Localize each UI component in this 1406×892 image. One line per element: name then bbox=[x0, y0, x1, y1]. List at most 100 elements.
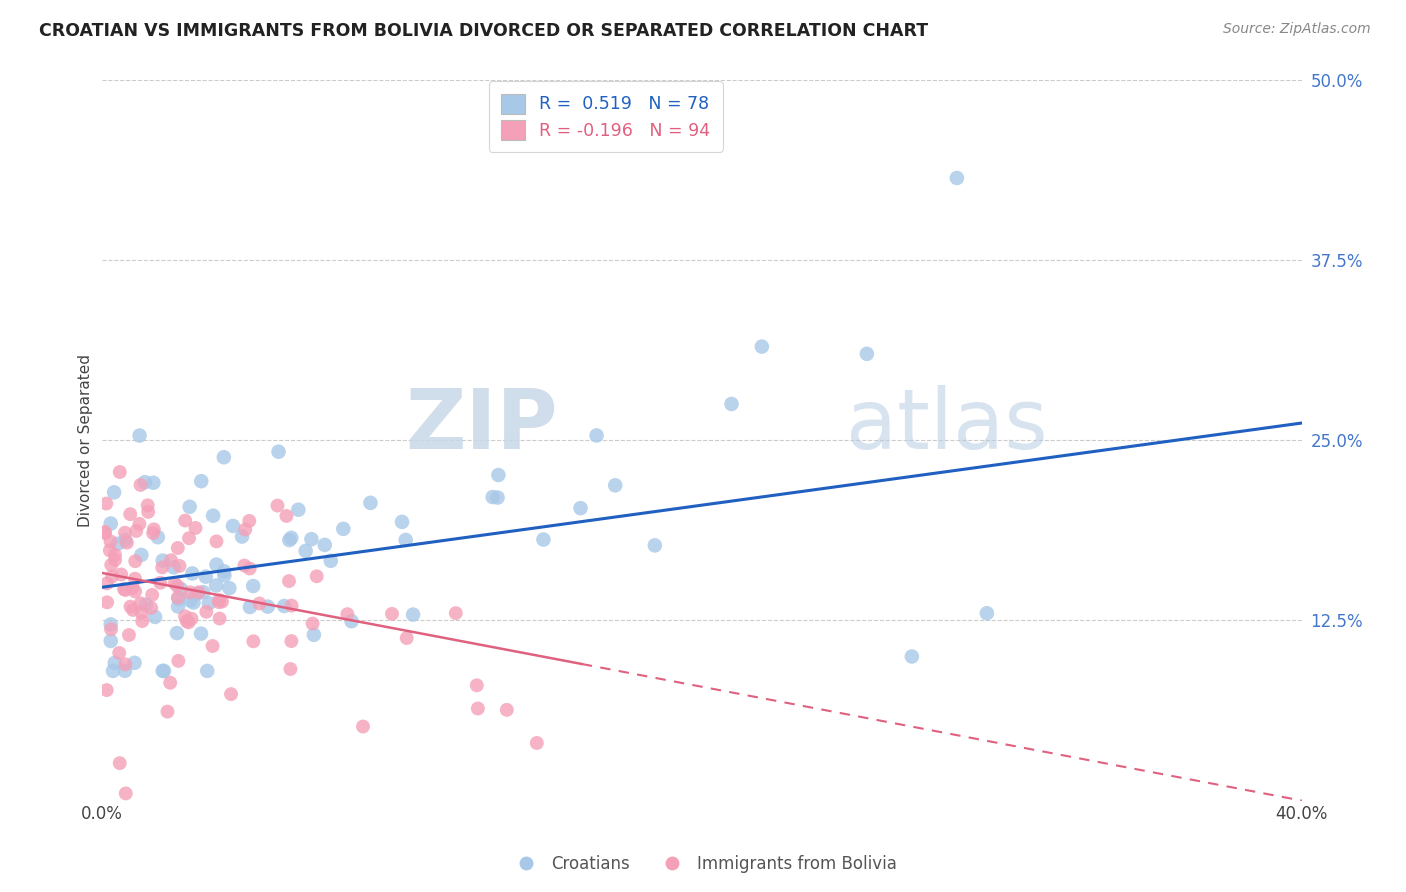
Point bbox=[233, 558, 256, 573]
Point bbox=[101, 569, 124, 583]
Point bbox=[465, 678, 488, 692]
Point bbox=[287, 502, 309, 516]
Point bbox=[336, 607, 359, 622]
Point bbox=[136, 499, 159, 513]
Point bbox=[526, 736, 548, 750]
Point bbox=[212, 565, 235, 579]
Point bbox=[96, 576, 118, 591]
Point bbox=[167, 654, 190, 668]
Point bbox=[183, 596, 205, 610]
Text: Source: ZipAtlas.com: Source: ZipAtlas.com bbox=[1223, 22, 1371, 37]
Point bbox=[118, 628, 141, 642]
Point bbox=[104, 656, 127, 670]
Point bbox=[280, 662, 302, 676]
Point bbox=[278, 533, 301, 547]
Point bbox=[179, 585, 201, 599]
Point bbox=[121, 581, 143, 595]
Point bbox=[100, 516, 122, 531]
Point bbox=[114, 664, 136, 678]
Point bbox=[180, 612, 202, 626]
Legend: Croatians, Immigrants from Bolivia: Croatians, Immigrants from Bolivia bbox=[503, 848, 903, 880]
Point bbox=[194, 570, 217, 584]
Point bbox=[391, 515, 413, 529]
Point bbox=[946, 171, 969, 186]
Point bbox=[141, 601, 163, 615]
Point bbox=[495, 703, 517, 717]
Point bbox=[112, 582, 135, 596]
Point bbox=[100, 617, 122, 632]
Point bbox=[96, 497, 118, 511]
Point bbox=[395, 533, 418, 547]
Point bbox=[569, 501, 592, 516]
Point bbox=[202, 508, 225, 523]
Point bbox=[136, 505, 159, 519]
Point bbox=[142, 522, 165, 536]
Point bbox=[96, 595, 118, 609]
Point bbox=[107, 537, 129, 551]
Point bbox=[187, 585, 209, 599]
Point bbox=[751, 340, 773, 354]
Point bbox=[332, 522, 354, 536]
Point bbox=[467, 701, 489, 715]
Point bbox=[976, 607, 998, 621]
Point bbox=[131, 606, 153, 620]
Point bbox=[294, 544, 316, 558]
Point bbox=[301, 616, 323, 631]
Point bbox=[110, 567, 132, 582]
Point bbox=[181, 566, 204, 581]
Point bbox=[205, 534, 228, 549]
Point bbox=[179, 593, 201, 607]
Point bbox=[276, 508, 298, 523]
Point bbox=[402, 607, 425, 622]
Point bbox=[104, 548, 127, 562]
Point bbox=[219, 687, 242, 701]
Point bbox=[340, 614, 363, 628]
Point bbox=[150, 560, 173, 574]
Point bbox=[153, 664, 176, 678]
Point bbox=[114, 525, 136, 540]
Y-axis label: Divorced or Separated: Divorced or Separated bbox=[79, 354, 93, 527]
Point bbox=[125, 524, 148, 538]
Point bbox=[122, 603, 145, 617]
Point bbox=[208, 595, 231, 609]
Point bbox=[108, 465, 131, 479]
Point bbox=[128, 428, 150, 442]
Point bbox=[233, 523, 256, 537]
Point bbox=[222, 519, 245, 533]
Point bbox=[280, 531, 302, 545]
Point bbox=[166, 541, 188, 555]
Point bbox=[170, 582, 193, 596]
Point bbox=[167, 599, 190, 614]
Point bbox=[195, 605, 218, 619]
Text: atlas: atlas bbox=[846, 385, 1047, 467]
Point bbox=[124, 554, 146, 568]
Point bbox=[124, 656, 146, 670]
Point bbox=[131, 614, 153, 628]
Point bbox=[901, 649, 924, 664]
Point bbox=[273, 599, 295, 613]
Point bbox=[486, 491, 509, 505]
Point bbox=[585, 428, 607, 442]
Point bbox=[190, 626, 212, 640]
Point bbox=[319, 554, 342, 568]
Point bbox=[131, 548, 153, 562]
Point bbox=[156, 705, 179, 719]
Legend: R =  0.519   N = 78, R = -0.196   N = 94: R = 0.519 N = 78, R = -0.196 N = 94 bbox=[489, 81, 723, 152]
Point bbox=[104, 553, 127, 567]
Point bbox=[190, 474, 212, 488]
Point bbox=[141, 588, 163, 602]
Point bbox=[205, 578, 228, 592]
Point bbox=[278, 574, 301, 588]
Point bbox=[114, 657, 136, 672]
Point bbox=[120, 507, 142, 521]
Point bbox=[129, 596, 152, 610]
Point bbox=[129, 478, 152, 492]
Point bbox=[166, 626, 188, 640]
Point bbox=[167, 591, 190, 606]
Point bbox=[533, 533, 555, 547]
Point bbox=[166, 579, 188, 593]
Point bbox=[201, 639, 224, 653]
Point bbox=[98, 543, 121, 558]
Point bbox=[242, 634, 264, 648]
Point bbox=[115, 535, 138, 549]
